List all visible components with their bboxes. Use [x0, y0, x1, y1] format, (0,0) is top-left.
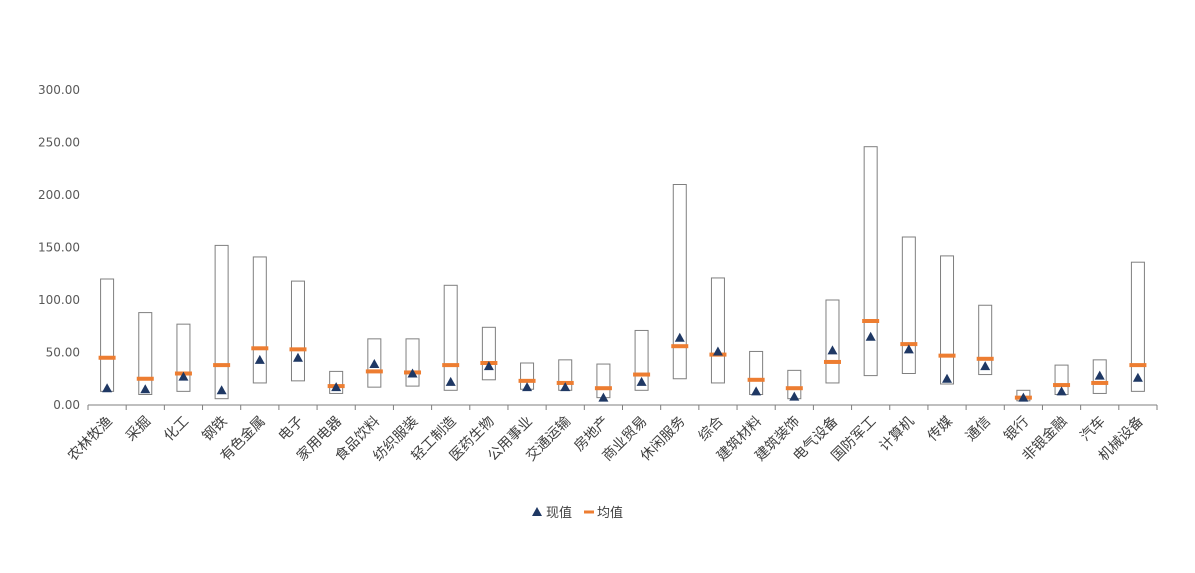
x-tick-label: 电子: [276, 414, 307, 445]
current-marker: [751, 386, 762, 396]
mean-marker: [98, 355, 116, 360]
mean-marker: [289, 347, 307, 352]
range-box: [863, 146, 878, 377]
mean-marker: [442, 363, 460, 368]
range-box: [176, 323, 191, 392]
legend-current-label: 现值: [546, 505, 572, 521]
current-marker: [980, 361, 991, 371]
range-box: [481, 326, 496, 381]
current-marker: [292, 352, 303, 362]
current-marker: [865, 331, 876, 341]
mean-marker: [747, 377, 765, 382]
current-marker: [1056, 386, 1067, 396]
current-marker: [216, 385, 227, 395]
current-marker: [445, 376, 456, 386]
mean-marker: [671, 344, 689, 349]
x-tick-label: 计算机: [877, 414, 918, 455]
x-tick-label: 银行: [1001, 414, 1032, 445]
current-marker: [522, 382, 533, 392]
x-tick-label: 农林牧渔: [65, 414, 116, 465]
range-box: [710, 277, 725, 384]
current-marker: [789, 391, 800, 401]
current-marker: [1094, 370, 1105, 380]
mean-marker: [594, 386, 612, 391]
mean-marker: [1053, 383, 1071, 388]
x-tick-label: 钢铁: [199, 414, 230, 445]
legend-mean-marker: [584, 510, 594, 514]
x-tick-label: 传媒: [925, 414, 956, 445]
mean-marker: [518, 378, 536, 383]
range-box: [1130, 261, 1145, 392]
mean-marker: [633, 372, 651, 377]
current-marker: [903, 344, 914, 354]
current-marker: [254, 354, 265, 364]
y-tick-label: 50.00: [46, 346, 80, 360]
current-marker: [827, 345, 838, 355]
x-tick-label: 通信: [963, 414, 994, 445]
legend-current-marker: [532, 507, 542, 516]
current-marker: [178, 371, 189, 381]
current-marker: [1132, 372, 1143, 382]
y-tick-label: 0.00: [53, 398, 80, 412]
mean-marker: [976, 356, 994, 361]
range-box: [901, 236, 916, 374]
y-tick-label: 300.00: [38, 83, 80, 97]
range-box: [825, 299, 840, 384]
range-box: [290, 280, 305, 382]
current-marker: [560, 382, 571, 392]
mean-marker: [823, 359, 841, 364]
mean-marker: [136, 376, 154, 381]
x-tick-label: 化工: [161, 414, 192, 445]
x-tick-label: 采掘: [123, 414, 154, 445]
range-box: [252, 256, 267, 384]
range-box: [443, 284, 458, 391]
current-marker: [369, 359, 380, 369]
current-marker: [942, 373, 953, 383]
current-marker: [636, 376, 647, 386]
legend: 现值 均值: [532, 505, 623, 521]
range-box: [672, 184, 687, 380]
range-box: [100, 278, 115, 392]
axes: 0.00 50.00 100.00 150.00 200.00 250.00 300.00 农…: [38, 83, 1158, 465]
range-box: [138, 312, 153, 396]
mean-marker: [213, 363, 231, 368]
y-tick-label: 200.00: [38, 188, 80, 202]
range-box: [214, 244, 229, 400]
x-tick-label: 汽车: [1077, 413, 1109, 445]
current-marker: [674, 332, 685, 342]
current-marker: [483, 361, 494, 371]
current-marker: [407, 368, 418, 378]
mean-marker: [900, 342, 918, 347]
legend-mean-label: 均值: [597, 505, 623, 521]
current-marker: [712, 346, 723, 356]
range-box: [596, 363, 611, 399]
current-marker: [331, 382, 342, 392]
mean-marker: [1129, 363, 1147, 368]
mean-marker: [251, 346, 269, 351]
current-marker: [598, 392, 609, 402]
y-tick-label: 100.00: [38, 293, 80, 307]
current-marker: [140, 384, 151, 394]
range-box: [940, 255, 955, 385]
range-box: [405, 338, 420, 387]
x-tick-label: 综合: [696, 414, 727, 445]
y-tick-label: 250.00: [38, 136, 80, 150]
mean-marker: [785, 386, 803, 391]
mean-marker: [1091, 380, 1109, 385]
series-marks: [98, 319, 1147, 402]
current-marker: [102, 383, 113, 393]
y-tick-label: 150.00: [38, 241, 80, 255]
mean-marker: [862, 319, 880, 323]
current-marker: [1018, 392, 1029, 402]
mean-marker: [938, 353, 956, 358]
mean-marker: [365, 369, 383, 374]
